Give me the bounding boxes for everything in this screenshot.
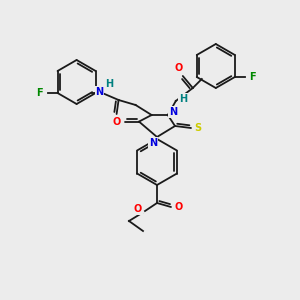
Text: H: H [106, 79, 114, 89]
Text: O: O [112, 117, 121, 127]
Text: F: F [36, 88, 43, 98]
Text: H: H [179, 94, 187, 104]
Text: O: O [175, 63, 183, 73]
Text: N: N [95, 87, 104, 97]
Text: O: O [114, 117, 122, 127]
Text: N: N [149, 138, 157, 148]
Text: F: F [250, 72, 256, 82]
Text: O: O [134, 204, 142, 214]
Text: S: S [194, 123, 202, 133]
Text: O: O [175, 202, 183, 212]
Text: N: N [169, 107, 177, 117]
